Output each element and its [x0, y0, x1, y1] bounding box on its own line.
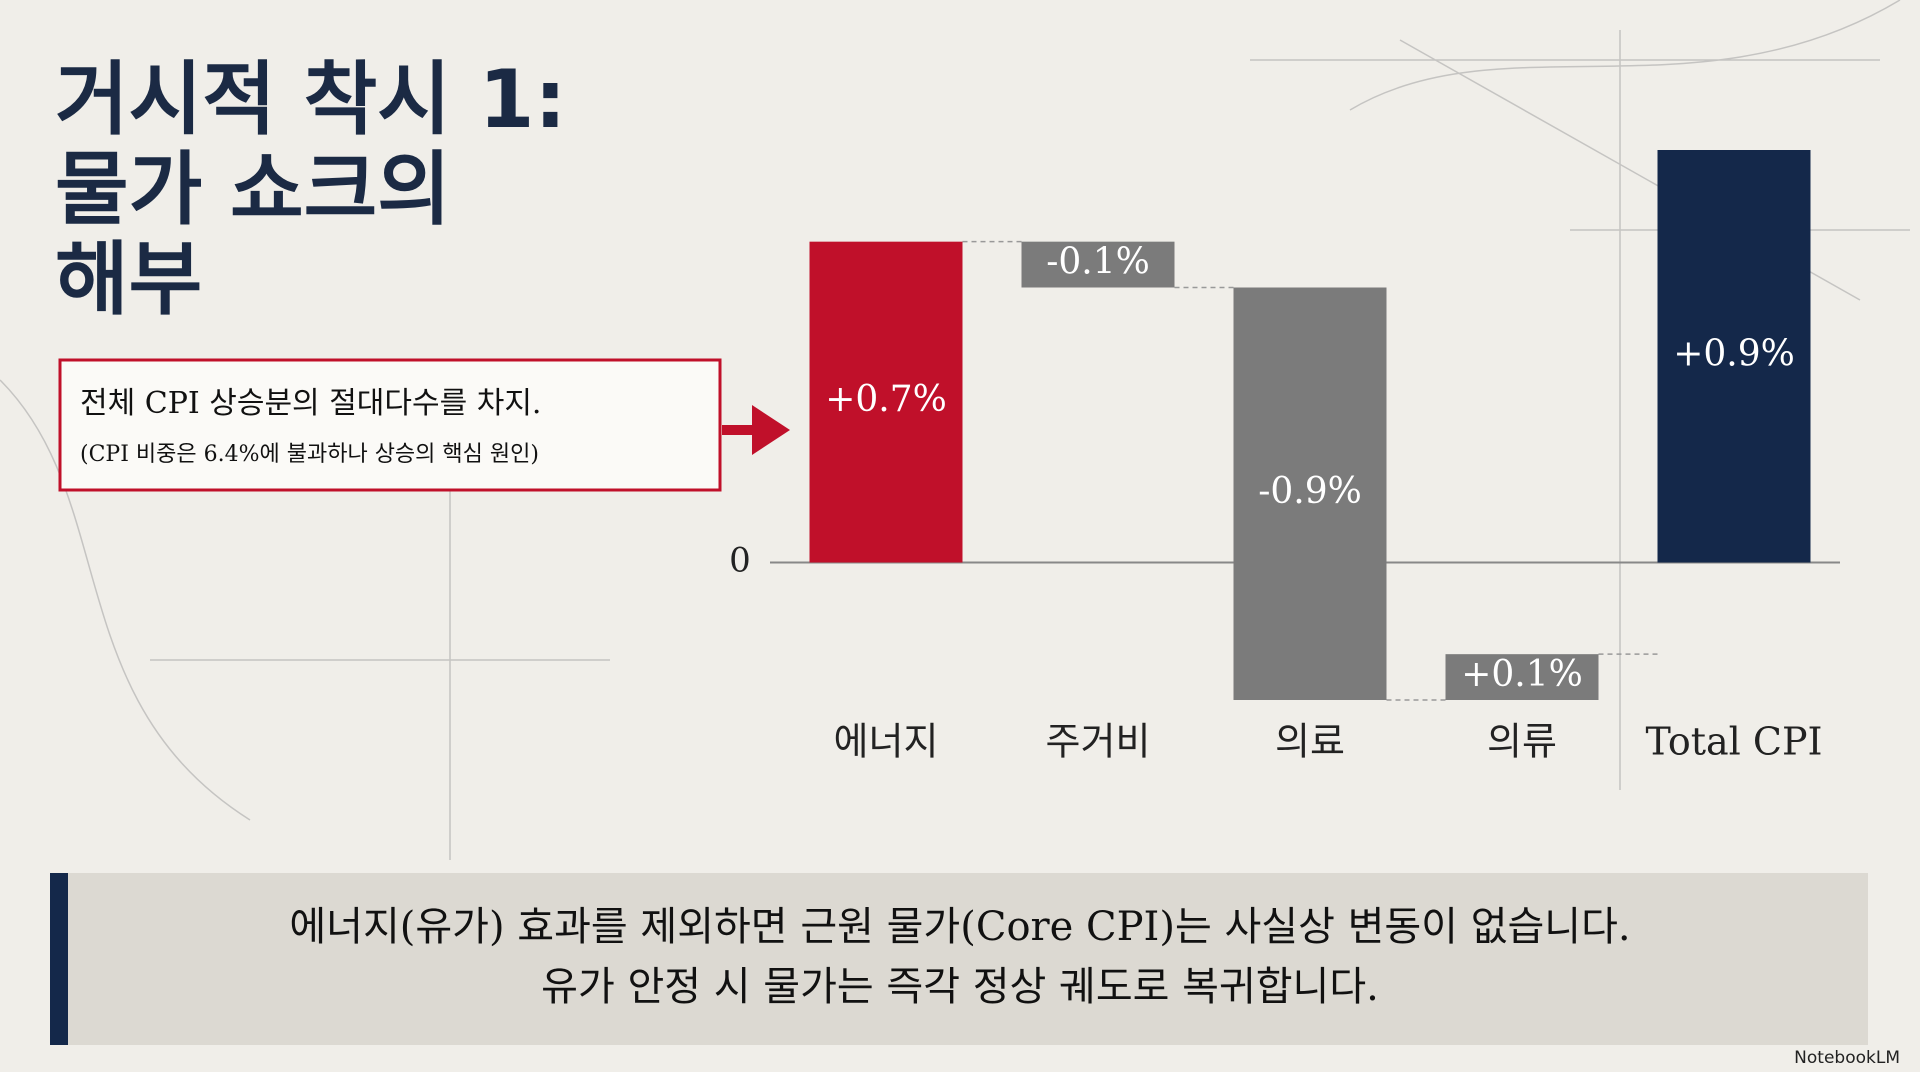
title-line: 거시적 착시 1: [55, 53, 566, 146]
chart: 0 +0.7% 에너지 -0.1% 주거비 -0.9% 의료 +0.1% 의류 +0.9% Tota… [729, 150, 1840, 764]
bar [809, 241, 963, 563]
x-tick-label: 주거비 [1046, 720, 1151, 764]
bar [1445, 654, 1599, 700]
value-label: +0.1% [1461, 654, 1583, 695]
footer-line: 유가 안정 시 물가는 즉각 정상 궤도로 복귀합니다. [541, 964, 1379, 1010]
footer-accent [50, 873, 68, 1045]
callout-box [58, 358, 722, 492]
footer-line: 에너지(유가) 효과를 제외하면 근원 물가(Core CPI)는 사실상 변동… [289, 904, 1630, 950]
annotation-note: (CPI 비중은 6.4%에 불과하나 상승의 핵심 원인) [80, 442, 539, 467]
x-tick-label: 의료 [1275, 720, 1345, 764]
bar [1233, 287, 1387, 700]
callout-arrow [722, 405, 790, 455]
title-line: 해부 [55, 233, 202, 326]
value-label: +0.9% [1673, 333, 1795, 374]
x-tick-label: Total CPI [1645, 720, 1822, 764]
footer-band [50, 873, 1868, 1045]
value-label: +0.7% [825, 379, 947, 420]
title-line: 물가 쇼크의 [55, 143, 451, 236]
bar [1657, 150, 1811, 563]
x-tick-label: 에너지 [834, 720, 939, 764]
y-tick-label: 0 [729, 541, 751, 581]
x-tick-label: 의류 [1487, 720, 1557, 764]
value-label: -0.9% [1258, 471, 1362, 512]
value-label: -0.1% [1046, 242, 1150, 283]
brand: NotebookLM [1794, 1048, 1900, 1068]
annotation: 전체 CPI 상승분의 절대다수를 차지. [80, 386, 541, 421]
bar [1021, 241, 1175, 288]
